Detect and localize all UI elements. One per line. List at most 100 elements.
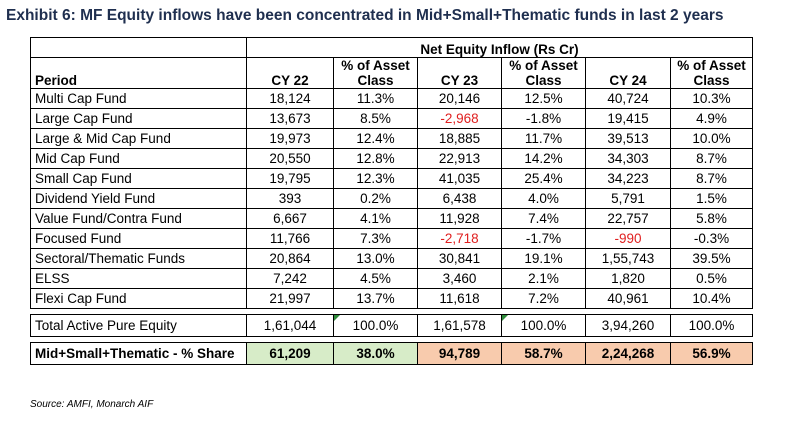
cy24-cell: 5,791 <box>585 188 671 209</box>
cy24-cell: 3,94,260 <box>585 314 671 337</box>
period-cell: ELSS <box>30 268 247 289</box>
cy23-cell: -2,718 <box>417 228 502 249</box>
cy23-cell: 11,928 <box>417 208 502 229</box>
table-row: Large & Mid Cap Fund 19,973 12.4% 18,885 11.… <box>30 128 753 149</box>
period-cell: Sectoral/Thematic Funds <box>30 248 247 269</box>
cy22-cell: 11,766 <box>246 228 334 249</box>
blank-header-cell <box>30 37 247 58</box>
pct24-cell: 0.5% <box>670 268 753 289</box>
pct22-cell: 12.8% <box>333 148 418 169</box>
period-cell: Mid+Small+Thematic - % Share <box>30 342 247 365</box>
cy24-cell: 1,820 <box>585 268 671 289</box>
cy24-cell: 22,757 <box>585 208 671 229</box>
pct22-cell: 8.5% <box>333 108 418 129</box>
cy22-cell: 21,997 <box>246 288 334 309</box>
cy22-header: CY 22 <box>246 57 334 89</box>
pct23-cell: -1.7% <box>501 228 586 249</box>
cy24-cell: -990 <box>585 228 671 249</box>
cy22-cell: 20,550 <box>246 148 334 169</box>
period-cell: Dividend Yield Fund <box>30 188 247 209</box>
source-note: Source: AMFI, Monarch AIF <box>30 399 154 410</box>
pct23-cell: 12.5% <box>501 88 586 109</box>
pct22-cell: 4.1% <box>333 208 418 229</box>
cy24-cell: 39,513 <box>585 128 671 149</box>
pct24-cell: 4.9% <box>670 108 753 129</box>
period-cell: Large Cap Fund <box>30 108 247 129</box>
table-row: ELSS 7,242 4.5% 3,460 2.1% 1,820 0.5% <box>30 268 753 289</box>
column-header-row: Period CY 22 % of Asset Class CY 23 % of … <box>30 57 753 89</box>
pct22-cell: 11.3% <box>333 88 418 109</box>
table-row: Multi Cap Fund 18,124 11.3% 20,146 12.5% 40,7… <box>30 88 753 109</box>
pct23-cell: 11.7% <box>501 128 586 149</box>
period-cell: Large & Mid Cap Fund <box>30 128 247 149</box>
pct22-cell: 13.7% <box>333 288 418 309</box>
cy23-header: CY 23 <box>417 57 502 89</box>
table-row: Sectoral/Thematic Funds 20,864 13.0% 30,841… <box>30 248 753 269</box>
pct23-cell: 7.2% <box>501 288 586 309</box>
pct24-cell: 39.5% <box>670 248 753 269</box>
pct23-cell: 7.4% <box>501 208 586 229</box>
cy23-cell: 94,789 <box>417 342 502 365</box>
cy22-cell: 61,209 <box>246 342 334 365</box>
pct24-cell: 8.7% <box>670 148 753 169</box>
pct24-cell: 100.0% <box>670 314 753 337</box>
cy24-cell: 19,415 <box>585 108 671 129</box>
table-row: Small Cap Fund 19,795 12.3% 41,035 25.4% 34,2… <box>30 168 753 189</box>
pct24-cell: 56.9% <box>670 342 753 365</box>
cy24-header: CY 24 <box>585 57 671 89</box>
cy23-cell: 30,841 <box>417 248 502 269</box>
cy23-cell: -2,968 <box>417 108 502 129</box>
table-row: Value Fund/Contra Fund 6,667 4.1% 11,928 7.4… <box>30 208 753 229</box>
cy23-cell: 1,61,578 <box>417 314 502 337</box>
cy22-cell: 13,673 <box>246 108 334 129</box>
cy23-cell: 6,438 <box>417 188 502 209</box>
pct22-cell: 12.3% <box>333 168 418 189</box>
cy22-cell: 393 <box>246 188 334 209</box>
pct24-cell: 5.8% <box>670 208 753 229</box>
cy22-cell: 18,124 <box>246 88 334 109</box>
pct22-cell: 7.3% <box>333 228 418 249</box>
table-row: Flexi Cap Fund 21,997 13.7% 11,618 7.2% 40,96… <box>30 288 753 309</box>
pct24-cell: 1.5% <box>670 188 753 209</box>
cy24-cell: 40,724 <box>585 88 671 109</box>
pct22-cell: 13.0% <box>333 248 418 269</box>
pct23-cell: 100.0% <box>501 314 586 337</box>
pct22-cell: 4.5% <box>333 268 418 289</box>
share-row: Mid+Small+Thematic - % Share 61,209 38.0% 9… <box>30 342 753 365</box>
period-cell: Small Cap Fund <box>30 168 247 189</box>
period-cell: Flexi Cap Fund <box>30 288 247 309</box>
cy22-cell: 1,61,044 <box>246 314 334 337</box>
pct22-cell: 12.4% <box>333 128 418 149</box>
exhibit-title: Exhibit 6: MF Equity inflows have been c… <box>6 7 724 24</box>
table-row: Large Cap Fund 13,673 8.5% -2,968 -1.8% 19,41… <box>30 108 753 129</box>
pct23-cell: 14.2% <box>501 148 586 169</box>
cy22-cell: 6,667 <box>246 208 334 229</box>
total-row: Total Active Pure Equity 1,61,044 100.0% 1,… <box>30 314 753 337</box>
pct24-cell: 8.7% <box>670 168 753 189</box>
cy23-cell: 41,035 <box>417 168 502 189</box>
pct23-cell: 58.7% <box>501 342 586 365</box>
period-cell: Focused Fund <box>30 228 247 249</box>
group-header-row: Net Equity Inflow (Rs Cr) <box>30 37 753 58</box>
pct24-cell: -0.3% <box>670 228 753 249</box>
cy23-cell: 22,913 <box>417 148 502 169</box>
table-row: Focused Fund 11,766 7.3% -2,718 -1.7% -990 -0.… <box>30 228 753 249</box>
table-row: Mid Cap Fund 20,550 12.8% 22,913 14.2% 34,303… <box>30 148 753 169</box>
cy23-cell: 11,618 <box>417 288 502 309</box>
cy22-cell: 7,242 <box>246 268 334 289</box>
pct22-cell: 100.0% <box>333 314 418 337</box>
pct24-cell: 10.4% <box>670 288 753 309</box>
pct23-cell: 2.1% <box>501 268 586 289</box>
pct23-cell: 4.0% <box>501 188 586 209</box>
pct23-cell: -1.8% <box>501 108 586 129</box>
cy22-cell: 19,973 <box>246 128 334 149</box>
pct23-header: % of Asset Class <box>501 57 586 89</box>
cy24-cell: 34,303 <box>585 148 671 169</box>
pct22-cell: 38.0% <box>333 342 418 365</box>
period-cell: Mid Cap Fund <box>30 148 247 169</box>
cy24-cell: 1,55,743 <box>585 248 671 269</box>
period-cell: Value Fund/Contra Fund <box>30 208 247 229</box>
group-header: Net Equity Inflow (Rs Cr) <box>246 37 753 58</box>
cy23-cell: 20,146 <box>417 88 502 109</box>
cy22-cell: 20,864 <box>246 248 334 269</box>
